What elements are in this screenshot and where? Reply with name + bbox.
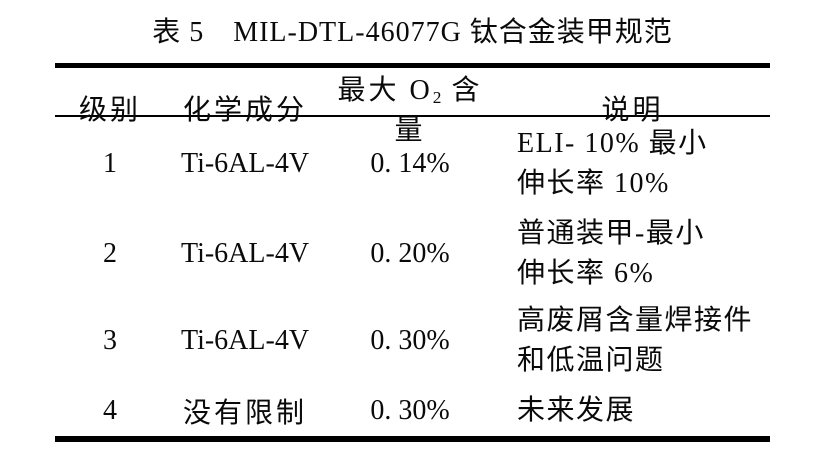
cell-composition: Ti-6AL-4V <box>180 147 310 179</box>
description-line-2: 伸长率 6% <box>517 257 655 289</box>
table-row: 3 Ti-6AL-4V 0. 30% 高废屑含量焊接件 和低温问题 <box>55 297 770 385</box>
cell-composition: 没有限制 <box>182 397 307 429</box>
cell-description: ELI- 10% 最小 伸长率 10% <box>495 124 770 204</box>
cell-description: 未来发展 <box>495 391 770 431</box>
description-line-2: 和低温问题 <box>517 345 665 376</box>
cell-max-o2: 0. 20% <box>370 237 450 269</box>
cell-composition: Ti-6AL-4V <box>180 325 310 356</box>
table-row: 2 Ti-6AL-4V 0. 20% 普通装甲-最小 伸长率 6% <box>55 210 770 297</box>
cell-description: 高废屑含量焊接件 和低温问题 <box>495 301 770 381</box>
header-max-o2-post: 含量 <box>394 75 483 146</box>
header-max-o2: 最大 O2 含量 <box>325 68 495 148</box>
header-max-o2-subscript: 2 <box>432 88 442 108</box>
description-line-2: 伸长率 10% <box>517 167 670 199</box>
header-max-o2-pre: 最大 O <box>337 75 433 106</box>
table-row: 1 Ti-6AL-4V 0. 14% ELI- 10% 最小 伸长率 10% <box>55 117 770 210</box>
cell-max-o2: 0. 14% <box>370 147 450 179</box>
cell-level: 2 <box>103 237 117 269</box>
cell-level: 3 <box>103 325 117 356</box>
description-line-1: 未来发展 <box>517 394 636 426</box>
header-level: 级别 <box>78 95 141 126</box>
cell-level: 4 <box>103 394 117 426</box>
cell-composition: Ti-6AL-4V <box>180 237 310 269</box>
description-line-1: ELI- 10% 最小 <box>517 127 708 159</box>
header-composition: 化学成分 <box>182 95 307 126</box>
description-line-1: 高废屑含量焊接件 <box>517 305 754 336</box>
cell-max-o2: 0. 30% <box>370 394 450 426</box>
table-header-row: 级别 化学成分 最大 O2 含量 说明 <box>55 68 770 146</box>
table-row: 4 没有限制 0. 30% 未来发展 <box>55 385 770 436</box>
header-description: 说明 <box>601 95 664 126</box>
cell-description: 普通装甲-最小 伸长率 6% <box>495 214 770 294</box>
cell-level: 1 <box>103 147 117 179</box>
cell-max-o2: 0. 30% <box>370 325 450 356</box>
spec-table: 级别 化学成分 最大 O2 含量 说明 1 Ti-6AL-4V 0. 14% E… <box>55 63 770 442</box>
table-caption: 表 5 MIL-DTL-46077G 钛合金装甲规范 <box>152 17 673 48</box>
description-line-1: 普通装甲-最小 <box>517 217 705 249</box>
